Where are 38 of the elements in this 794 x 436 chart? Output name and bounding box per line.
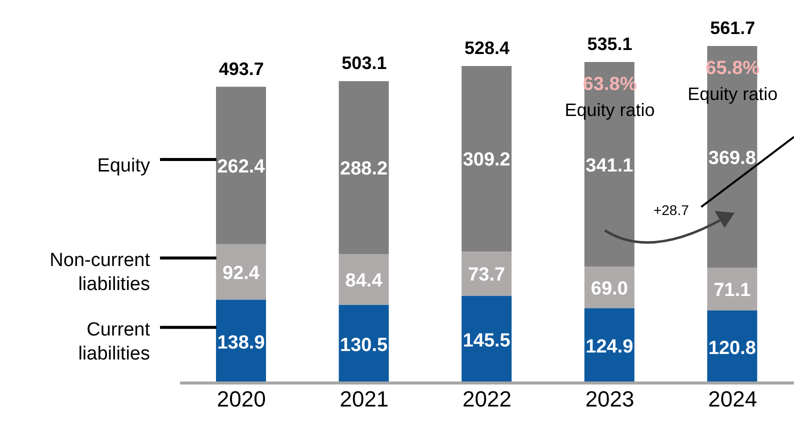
data-label: 124.9 [586, 336, 634, 358]
total-label: 503.1 [342, 53, 387, 74]
bar [707, 268, 758, 311]
data-label: 130.5 [340, 334, 388, 356]
bar [338, 304, 389, 383]
data-label: 288.2 [340, 158, 388, 180]
text: Equity [97, 156, 150, 177]
text: Non-current liabilities [50, 250, 151, 295]
x-tick-label: 2023 [585, 386, 634, 412]
total-label: 493.7 [218, 58, 264, 79]
text: Current liabilities [78, 319, 151, 364]
x-tick-label: 2020 [216, 386, 266, 412]
annotation: +28.7 [653, 202, 690, 218]
data-label: 73.7 [468, 264, 506, 286]
data-label: 138.9 [217, 332, 265, 354]
total-label: 535.1 [587, 34, 632, 54]
bar [462, 251, 512, 296]
data-label: 262.4 [217, 156, 266, 178]
x-tick-label: 2022 [462, 386, 512, 412]
data-label: 369.8 [708, 148, 756, 169]
total-label: 561.7 [710, 18, 756, 38]
bar [338, 81, 389, 254]
data-label: 84.4 [345, 270, 383, 292]
total-label: 528.4 [464, 38, 510, 58]
bar [216, 86, 266, 244]
x-tick-label: 2021 [340, 386, 389, 412]
data-label: 341.1 [586, 155, 634, 176]
data-label: 309.2 [462, 150, 510, 171]
x-tick-label: 2024 [708, 386, 758, 412]
bar [462, 66, 512, 252]
bar [462, 296, 512, 383]
bar [216, 300, 266, 383]
data-label: 69.0 [590, 278, 628, 300]
data-label: 71.1 [714, 280, 752, 302]
bar [216, 244, 266, 300]
data-label: 120.8 [708, 338, 756, 359]
data-label: 145.5 [462, 330, 511, 352]
data-label: 92.4 [222, 262, 260, 284]
